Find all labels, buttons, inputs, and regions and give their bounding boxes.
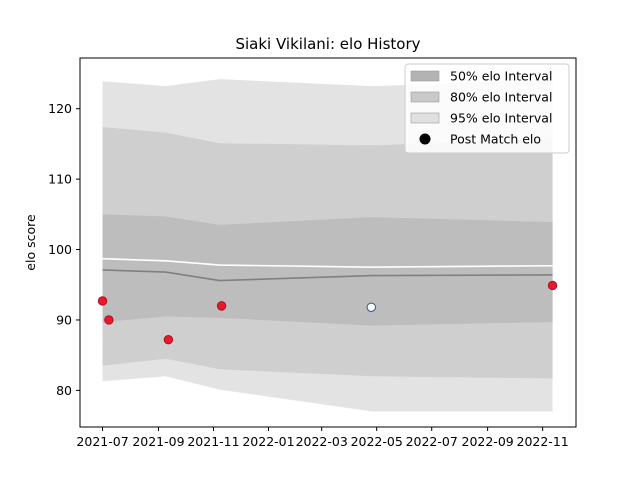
legend: 50% elo Interval 80% elo Interval 95% elo …: [404, 63, 570, 154]
y-axis-ticks: 80 90 100 110 120: [48, 101, 80, 398]
legend-label: 50% elo Interval: [450, 69, 552, 84]
mean-elo-line: [102, 257, 553, 268]
post-match-point-2: [163, 334, 174, 345]
x-tick-label: 2021-07: [76, 434, 128, 449]
x-tick-label: 2022-11: [517, 434, 569, 449]
x-tick-label: 2022-01: [242, 434, 294, 449]
x-axis-ticks: 2021-07 2021-09 2021-11 2022-01 2022-03 2022-…: [76, 427, 569, 449]
legend-swatch: [410, 91, 440, 103]
legend-swatch: [410, 70, 440, 82]
elo-lines: [102, 257, 553, 282]
y-axis-label: elo score: [23, 214, 38, 271]
legend-swatch: [410, 112, 440, 124]
legend-label: 95% elo Interval: [450, 111, 552, 126]
post-match-point-4: [366, 302, 376, 312]
x-tick-label: 2022-03: [296, 434, 348, 449]
legend-label: 80% elo Interval: [450, 90, 552, 105]
y-tick-label: 80: [56, 383, 72, 398]
y-tick-label: 90: [56, 312, 72, 327]
post-match-point-1: [104, 315, 114, 325]
legend-marker: [419, 133, 431, 145]
legend-box: [404, 63, 570, 154]
interval-bands: [102, 79, 553, 412]
y-tick-label: 110: [48, 172, 72, 187]
post-match-point-0: [97, 296, 108, 306]
y-tick-label: 120: [48, 101, 72, 116]
band-50pct: [102, 214, 553, 326]
x-tick-label: 2022-05: [351, 434, 403, 449]
x-tick-label: 2021-11: [187, 434, 239, 449]
median-elo-line: [102, 269, 553, 282]
x-tick-label: 2022-09: [462, 434, 514, 449]
x-tick-label: 2022-07: [406, 434, 458, 449]
post-match-point-3: [216, 301, 227, 311]
x-tick-label: 2021-09: [132, 434, 184, 449]
chart-title: Siaki Vikilani: elo History: [235, 35, 420, 53]
y-tick-label: 100: [48, 242, 72, 257]
legend-label: Post Match elo: [450, 132, 541, 147]
post-match-point-5: [547, 280, 558, 291]
post-match-points: [97, 280, 558, 345]
plot-frame: [79, 57, 577, 428]
